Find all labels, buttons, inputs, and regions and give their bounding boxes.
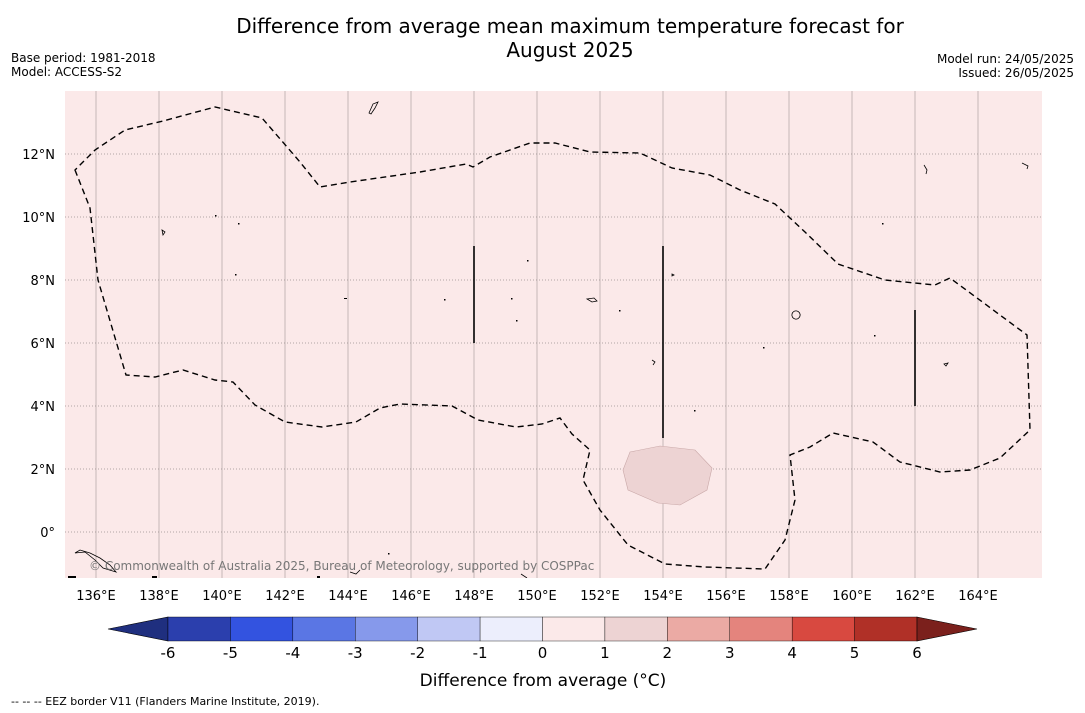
colorbar-segment xyxy=(167,616,231,642)
copyright-notice: © Commonwealth of Australia 2025, Bureau… xyxy=(89,559,594,573)
colorbar-segment xyxy=(230,616,294,642)
map-background xyxy=(65,91,1042,578)
colorbar-segment xyxy=(604,616,668,642)
colorbar xyxy=(107,616,978,642)
colorbar-tick-label: -6 xyxy=(161,644,176,662)
colorbar-segment xyxy=(791,616,855,642)
island-small-4 xyxy=(520,573,528,578)
colorbar-tick-label: -5 xyxy=(223,644,238,662)
longitude-tick-label: 164°E xyxy=(958,589,998,604)
longitude-tick-label: 138°E xyxy=(139,589,179,604)
colorbar-segment xyxy=(479,616,543,642)
colorbar-extend-low xyxy=(107,616,169,642)
colorbar-tick-label: -2 xyxy=(410,644,425,662)
run-info: Model run: 24/05/2025 Issued: 26/05/2025 xyxy=(937,52,1074,80)
island-kosrae xyxy=(943,362,949,367)
map-title: Difference from average mean maximum tem… xyxy=(170,14,970,62)
colorbar-tick-label: 1 xyxy=(600,644,610,662)
colorbar-segment xyxy=(417,616,481,642)
longitude-tick-label: 160°E xyxy=(832,589,872,604)
colorbar-segment xyxy=(854,616,918,642)
base-period: Base period: 1981-2018 xyxy=(11,51,156,65)
colorbar-label: Difference from average (°C) xyxy=(420,671,667,691)
model-run-date: Model run: 24/05/2025 xyxy=(936,52,1074,66)
title-line-1: Difference from average mean maximum tem… xyxy=(236,14,904,38)
island-marshall-west xyxy=(923,164,928,175)
island-yap xyxy=(161,229,166,237)
longitude-tick-label: 140°E xyxy=(202,589,242,604)
longitude-tick-label: 142°E xyxy=(265,589,305,604)
colorbar-tick-labels: -6 -5 -4 -3 -2 -1 0 1 2 3 4 5 6 xyxy=(161,644,922,662)
island-pohnpei xyxy=(791,310,801,320)
colorbar-tick-label: 4 xyxy=(787,644,797,662)
island-png-coast xyxy=(74,549,118,573)
colorbar-tick-label: 2 xyxy=(663,644,673,662)
eez-boundary-segments xyxy=(473,246,916,438)
longitude-labels: 136°E 138°E 140°E 142°E 144°E 146°E 148°E 150°E… xyxy=(76,589,998,604)
colorbar-segment xyxy=(729,616,793,642)
eez-border xyxy=(74,106,1031,570)
latitude-tick-label: 10°N xyxy=(22,211,55,226)
colorbar-extend-high xyxy=(916,616,978,642)
island-small-3 xyxy=(349,569,361,575)
colorbar-tick-label: 3 xyxy=(725,644,735,662)
model-name: Model: ACCESS-S2 xyxy=(11,65,123,79)
colorbar-segment xyxy=(542,616,606,642)
longitude-tick-label: 154°E xyxy=(643,589,683,604)
colorbar-tick-label: 5 xyxy=(850,644,860,662)
latitude-tick-label: 12°N xyxy=(22,148,55,163)
colorbar-tick-label: 0 xyxy=(538,644,548,662)
island-dots xyxy=(68,215,884,578)
issued-date: Issued: 26/05/2025 xyxy=(958,66,1074,80)
island-outlines xyxy=(74,101,1029,578)
colorbar-segment xyxy=(355,616,418,642)
latitude-tick-label: 8°N xyxy=(31,274,56,289)
longitude-tick-label: 146°E xyxy=(391,589,431,604)
colorbar-segment xyxy=(667,616,730,642)
island-small-2 xyxy=(651,359,656,366)
latitude-tick-label: 2°N xyxy=(31,463,56,478)
longitude-tick-label: 150°E xyxy=(517,589,557,604)
colorbar-tick-label: -3 xyxy=(348,644,363,662)
colorbar-tick-label: -4 xyxy=(285,644,300,662)
title-line-2: August 2025 xyxy=(506,38,634,62)
latitude-tick-label: 0° xyxy=(40,526,55,541)
base-info: Base period: 1981-2018 Model: ACCESS-S2 xyxy=(11,51,156,79)
island-guam xyxy=(368,101,379,115)
latitude-tick-label: 4°N xyxy=(31,400,56,415)
longitude-tick-label: 144°E xyxy=(328,589,368,604)
island-small-1 xyxy=(671,273,675,277)
longitude-tick-label: 136°E xyxy=(76,589,116,604)
latitude-labels: 12°N 10°N 8°N 6°N 4°N 2°N 0° xyxy=(22,148,55,541)
longitude-tick-label: 162°E xyxy=(895,589,935,604)
colorbar-tick-label: 6 xyxy=(912,644,922,662)
longitude-tick-label: 148°E xyxy=(454,589,494,604)
latitude-tick-label: 6°N xyxy=(31,337,56,352)
longitude-tick-label: 152°E xyxy=(580,589,620,604)
colorbar-tick-label: -1 xyxy=(473,644,488,662)
eez-footnote: -- -- -- EEZ border V11 (Flanders Marine… xyxy=(11,695,320,708)
longitude-tick-label: 156°E xyxy=(706,589,746,604)
warm-anomaly-patch xyxy=(622,445,713,506)
island-chuuk xyxy=(585,297,598,303)
map-gridlines xyxy=(65,91,1042,578)
longitude-tick-label: 158°E xyxy=(769,589,809,604)
map-content xyxy=(68,101,1031,578)
island-marshall-north xyxy=(1021,162,1029,170)
colorbar-segment xyxy=(292,616,356,642)
